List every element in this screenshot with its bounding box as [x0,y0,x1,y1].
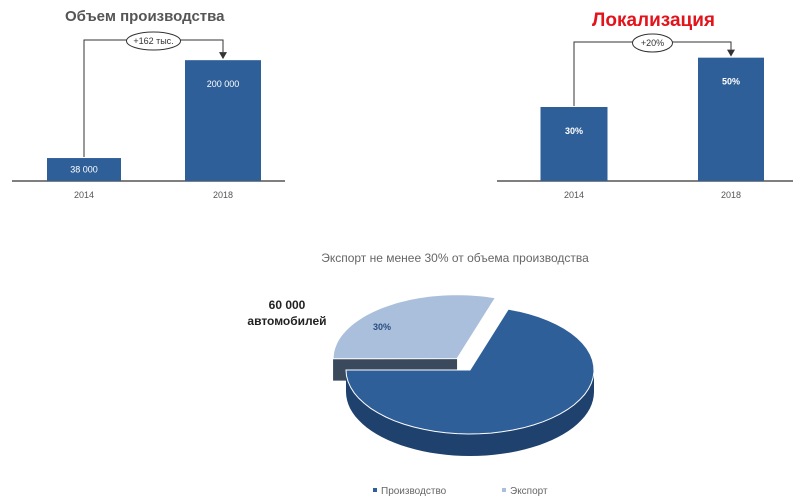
production-growth-label: +162 тыс. [133,36,173,46]
pie-callout-value: 60 000 [269,298,306,312]
localization-growth-badge [632,33,673,53]
production-volume-chart: Объем производства 38 000 200 000 2014 2… [12,8,285,200]
localization-bar-2014 [540,107,608,181]
export-pie-chart: Экспорт не менее 30% от объема производс… [247,251,595,497]
pie-chart-title: Экспорт не менее 30% от объема производс… [321,251,589,265]
pie-slice-production-depth [346,370,594,456]
legend-swatch-production [373,488,377,492]
production-value-label-2014: 38 000 [70,165,98,175]
production-tick-2014: 2014 [74,190,94,200]
pie-slice-export [332,294,497,360]
legend-swatch-export [502,488,506,492]
pie-slice-export-label: 30% [373,322,391,332]
localization-chart-title: Локализация [592,10,715,31]
pie-callout-unit: автомобилей [247,314,326,328]
localization-chart: Локализация 30% 50% 2014 2018 +20% [497,10,793,200]
localization-tick-2014: 2014 [564,190,584,200]
production-tick-2018: 2018 [213,190,233,200]
legend-label-export: Экспорт [510,486,548,497]
production-growth-badge [126,31,181,51]
production-bar-2014 [47,158,121,181]
localization-tick-2018: 2018 [721,190,741,200]
localization-value-label-2014: 30% [565,126,583,136]
production-value-label-2018: 200 000 [207,79,240,89]
pie-slice-production [345,308,595,435]
legend-label-production: Производство [381,486,447,497]
localization-growth-label: +20% [641,38,664,48]
production-growth-arrowhead [219,52,227,60]
localization-bar-2018 [698,57,764,181]
pie-legend: Производство Экспорт [373,486,548,497]
localization-value-label-2018: 50% [722,77,740,87]
production-chart-title: Объем производства [65,8,225,25]
production-bar-2018 [185,60,261,181]
localization-growth-arrowhead [727,49,735,57]
